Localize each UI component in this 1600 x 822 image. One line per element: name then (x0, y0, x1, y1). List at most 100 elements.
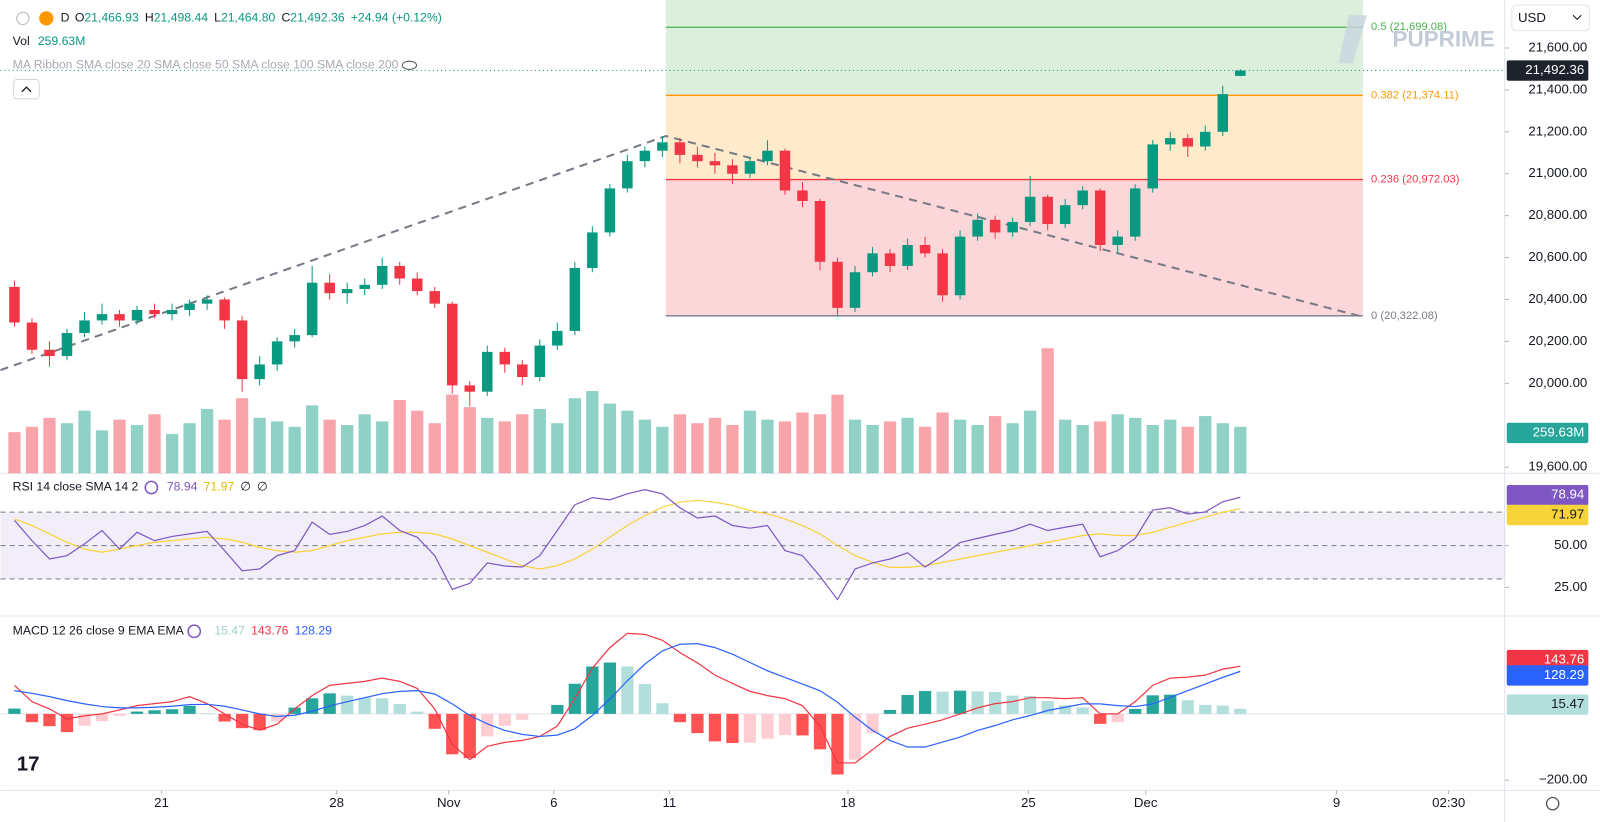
candle-body (779, 150, 791, 191)
collapse-button[interactable] (13, 79, 40, 100)
candle-body (61, 333, 73, 357)
histogram-bar (148, 710, 161, 714)
x-tick-label: 25 (1021, 795, 1036, 810)
histogram-bar (761, 713, 774, 739)
volume-bar (8, 432, 21, 474)
y-tick-label: 21,000.00 (1528, 165, 1587, 180)
volume-bar (148, 414, 161, 474)
candle-body (131, 309, 143, 321)
ohlc-key: H (145, 11, 154, 25)
histogram-bar (831, 713, 844, 775)
histogram-bar (1006, 695, 1019, 714)
interval[interactable]: D (61, 11, 70, 25)
candle-body (622, 161, 633, 189)
volume-bar (1234, 426, 1247, 474)
volume-bar (1129, 417, 1142, 474)
rsi-sma-value: 71.97 (204, 480, 235, 494)
rsi-settings-icon[interactable] (144, 480, 159, 495)
indicator-line (13, 632, 1241, 764)
rsi-extra: ∅ (257, 480, 268, 494)
histogram-bar (638, 684, 652, 714)
volume-bar (778, 421, 792, 474)
histogram-bar (516, 713, 529, 720)
histogram-bar (288, 707, 301, 714)
volume-bar (603, 403, 616, 474)
histogram-bar (270, 713, 284, 722)
candle-body (1042, 196, 1053, 225)
ohlc-legend: O21,466.93 H21,498.44 L21,464.80 C21,492.36… (75, 11, 442, 25)
histogram-bar (341, 695, 354, 714)
candle-body (1217, 94, 1229, 132)
histogram-bar (883, 709, 897, 714)
volume-bar (428, 423, 441, 474)
legend-icon[interactable] (16, 11, 30, 25)
volume-bar (533, 408, 546, 474)
candle-body (341, 288, 353, 294)
histogram-bar (656, 703, 669, 714)
candle-body (552, 330, 563, 346)
histogram-bar (708, 713, 722, 742)
settings-icon[interactable] (1545, 796, 1560, 811)
histogram-bar (376, 698, 389, 714)
histogram-bar (1216, 705, 1229, 714)
rsi-extra: ∅ (240, 480, 251, 494)
histogram-bar (848, 713, 862, 760)
volume-bar (358, 414, 371, 474)
currency: USD (1518, 10, 1546, 25)
plot-area: 21 28 Nov 6 11 18 25 Dec 9 02:30 0 (20,322.08) 0.23… (0, 0, 1589, 810)
x-tick-label: 9 (1333, 795, 1340, 810)
candle-body (446, 303, 458, 386)
histogram-bar (936, 691, 949, 714)
histogram-bar (586, 666, 599, 714)
candle-body (96, 314, 108, 321)
volume-bar (1146, 424, 1159, 474)
histogram-bar (603, 662, 616, 714)
candle-body (954, 236, 966, 296)
visibility-icon[interactable] (401, 60, 418, 70)
candle-body (814, 200, 826, 262)
candle-body (692, 154, 703, 162)
volume-bar (708, 417, 722, 474)
fib-label: 0.5 (21,699.08) (1371, 21, 1447, 33)
histogram-bar (1076, 707, 1089, 714)
volume-bar (253, 417, 266, 474)
collapse-icon (21, 86, 32, 93)
rsi-value: 78.94 (167, 480, 198, 494)
histogram-bar (971, 691, 984, 714)
value-badge-bg (1506, 694, 1589, 715)
y-tick-label: 21,600.00 (1528, 39, 1587, 54)
candle-body (149, 309, 160, 315)
candle-body (639, 150, 651, 162)
volume-bar (376, 421, 389, 474)
histogram-bar (218, 713, 231, 722)
candle-body (937, 253, 948, 296)
candle-body (1182, 138, 1194, 147)
volume-bar (1164, 419, 1177, 474)
volume-bar (1181, 426, 1194, 474)
y-tick-label: 25.00 (1554, 579, 1587, 594)
candle-body (254, 364, 265, 380)
x-tick-label: Nov (437, 795, 461, 810)
volume-bar (568, 398, 581, 474)
histogram-bar (1234, 708, 1247, 714)
histogram-bar (1041, 700, 1054, 714)
ohlc-value: 21,464.80 (221, 11, 276, 25)
volume-bar (341, 424, 354, 474)
macd-settings-icon[interactable] (187, 624, 202, 639)
histogram-bar (498, 713, 511, 726)
histogram-bar (393, 703, 406, 714)
candle-body (569, 268, 581, 331)
fib-zone (665, 179, 1363, 316)
histogram-bar (691, 713, 704, 734)
macd-hist-value: 15.47 (214, 624, 245, 638)
x-tick-label: 6 (550, 795, 557, 810)
currency-selector[interactable] (1511, 4, 1590, 32)
candle-body (587, 232, 598, 269)
candle-body (464, 385, 476, 392)
ohlc-key: O (75, 11, 85, 25)
candle-body (727, 165, 738, 174)
histogram-bar (463, 713, 476, 758)
volume-bar (1041, 348, 1054, 474)
volume-bar (883, 421, 897, 474)
